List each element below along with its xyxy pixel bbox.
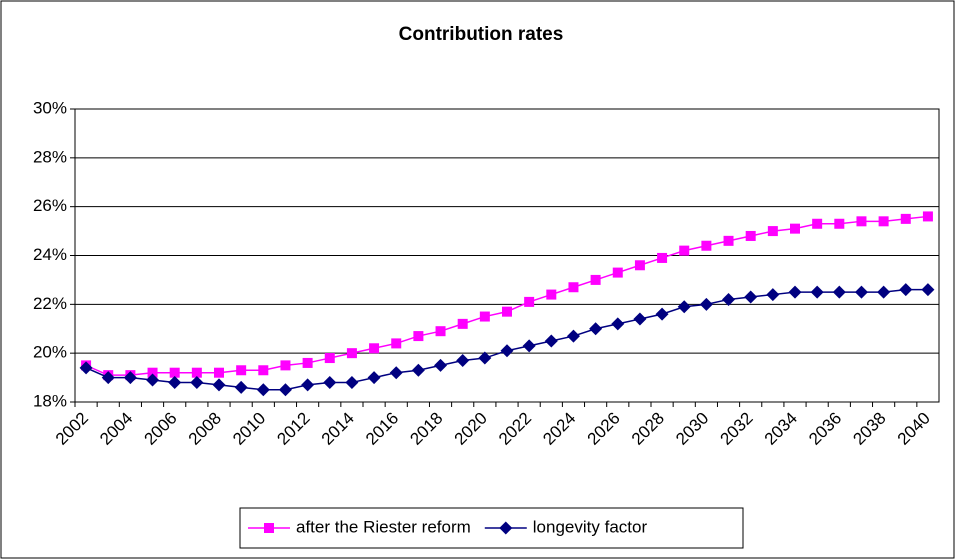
data-point <box>258 365 269 376</box>
data-point <box>834 218 845 229</box>
data-point <box>854 285 868 299</box>
data-point <box>123 371 137 385</box>
data-point <box>877 285 891 299</box>
legend-label: after the Riester reform <box>296 517 471 536</box>
data-point <box>612 267 623 278</box>
legend-marker <box>264 523 274 533</box>
data-point <box>633 312 647 326</box>
data-point <box>434 358 448 372</box>
data-point <box>391 338 402 349</box>
data-point <box>524 296 535 307</box>
data-point <box>566 329 580 343</box>
data-point <box>457 318 468 329</box>
data-point <box>479 311 490 322</box>
data-point <box>168 375 182 389</box>
chart-title: Contribution rates <box>399 24 564 45</box>
y-tick-label: 18% <box>33 391 67 410</box>
data-point <box>655 307 669 321</box>
data-point <box>832 285 846 299</box>
data-point <box>767 226 778 237</box>
data-point <box>657 252 668 263</box>
data-point <box>146 373 160 387</box>
data-point <box>435 326 446 337</box>
data-point <box>679 245 690 256</box>
data-point <box>546 289 557 300</box>
data-point <box>456 353 470 367</box>
data-point <box>212 378 226 392</box>
y-tick-label: 22% <box>33 294 67 313</box>
data-point <box>345 375 359 389</box>
data-point <box>389 366 403 380</box>
data-point <box>677 300 691 314</box>
y-tick-label: 20% <box>33 343 67 362</box>
data-point <box>701 240 712 251</box>
data-point <box>790 223 800 234</box>
data-point <box>723 235 734 246</box>
data-point <box>634 260 645 271</box>
data-point <box>544 334 558 348</box>
data-point <box>280 360 291 371</box>
data-point <box>234 380 248 394</box>
data-point <box>589 322 603 336</box>
data-point <box>236 365 247 376</box>
data-point <box>346 348 357 359</box>
data-point <box>411 363 425 377</box>
data-point <box>323 375 337 389</box>
data-point <box>878 216 889 227</box>
data-point <box>369 343 380 354</box>
data-point <box>324 353 335 364</box>
data-point <box>367 371 381 385</box>
data-point <box>147 367 158 378</box>
data-point <box>500 344 514 358</box>
y-tick-label: 28% <box>33 147 67 166</box>
data-point <box>522 339 536 353</box>
data-point <box>810 285 824 299</box>
legend-label: longevity factor <box>533 517 648 536</box>
data-point <box>788 285 802 299</box>
data-point <box>413 331 424 342</box>
y-tick-label: 26% <box>33 196 67 215</box>
data-point <box>169 367 180 378</box>
data-point <box>812 218 823 229</box>
data-point <box>478 351 492 365</box>
data-point <box>766 288 780 302</box>
data-point <box>611 317 625 331</box>
data-point <box>214 367 224 378</box>
y-tick-label: 24% <box>33 245 67 264</box>
data-point <box>899 283 913 297</box>
data-point <box>745 230 756 241</box>
data-point <box>722 292 736 306</box>
data-point <box>101 371 115 385</box>
legend-marker <box>499 521 513 535</box>
data-point <box>278 383 292 397</box>
data-point <box>921 283 935 297</box>
data-point <box>191 367 202 378</box>
data-point <box>900 213 911 224</box>
data-point <box>256 383 270 397</box>
plot-area <box>74 108 940 403</box>
data-point <box>79 361 93 375</box>
data-point <box>590 274 601 285</box>
data-point <box>922 211 933 222</box>
data-point <box>699 297 713 311</box>
data-point <box>301 378 315 392</box>
data-point <box>568 282 579 293</box>
data-point <box>302 357 313 368</box>
data-point <box>856 216 867 227</box>
data-point <box>744 290 758 304</box>
y-tick-label: 30% <box>33 98 67 117</box>
data-point <box>190 375 204 389</box>
data-point <box>502 306 512 317</box>
